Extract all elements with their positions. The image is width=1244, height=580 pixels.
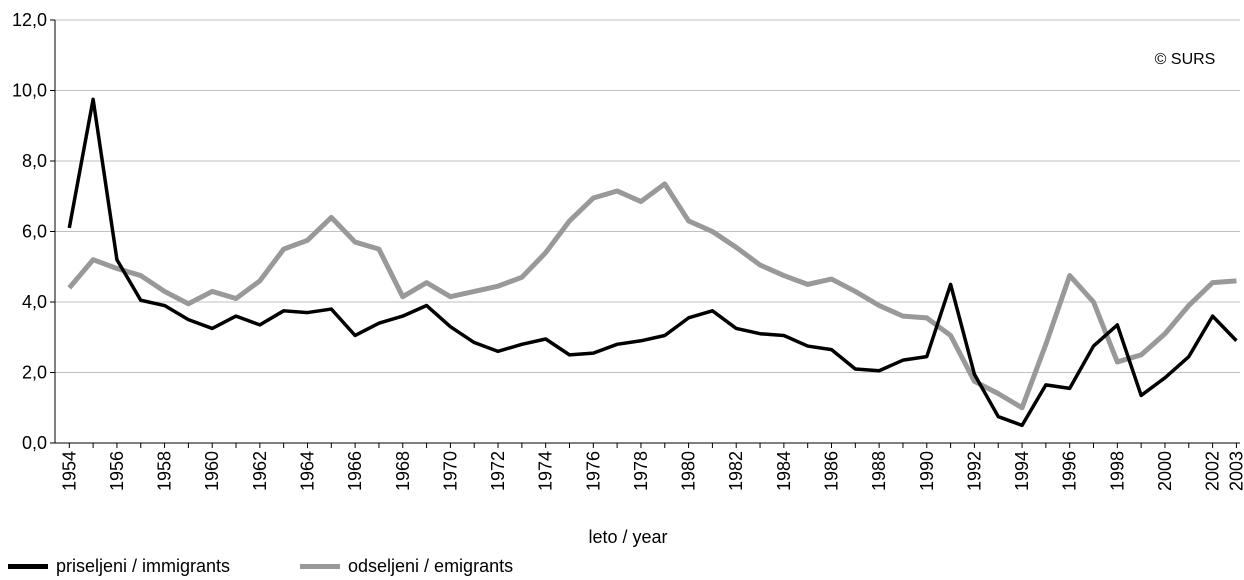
legend-item-emigrants: odseljeni / emigrants — [300, 556, 513, 577]
y-tick-label: 12,0 — [12, 10, 47, 30]
x-tick-label: 2000 — [1155, 451, 1175, 491]
x-tick-label: 1972 — [488, 451, 508, 491]
x-tick-label: 1992 — [964, 451, 984, 491]
x-tick-label: 1968 — [393, 451, 413, 491]
x-tick-label: 1984 — [774, 451, 794, 491]
x-tick-label: 1980 — [679, 451, 699, 491]
x-tick-label: 1964 — [297, 451, 317, 491]
x-tick-label: 2003 — [1226, 451, 1244, 491]
x-tick-label: 1962 — [250, 451, 270, 491]
series-line-emigrants — [67, 181, 1237, 411]
x-tick-label: 1998 — [1107, 451, 1127, 491]
x-tick-label: 1976 — [583, 451, 603, 491]
y-tick-label: 6,0 — [22, 222, 47, 242]
y-tick-label: 10,0 — [12, 81, 47, 101]
x-tick-label: 1990 — [917, 451, 937, 491]
x-tick-label: 2002 — [1203, 451, 1223, 491]
legend-label-emigrants: odseljeni / emigrants — [348, 556, 514, 576]
x-tick-label: 1958 — [155, 451, 175, 491]
x-tick-label: 1956 — [107, 451, 127, 491]
x-tick-label: 1954 — [59, 451, 79, 491]
legend-label-immigrants: priseljeni / immigrants — [56, 556, 231, 576]
x-tick-label: 1988 — [869, 451, 889, 491]
x-tick-labels: 1954 1956 1958 1960 1962 1964 1966 1968 1970 1972… — [59, 451, 1244, 491]
y-tick-label: 2,0 — [22, 363, 47, 383]
legend: priseljeni / immigrants odseljeni / emig… — [0, 556, 1244, 580]
grid-lines — [50, 19, 1240, 448]
legend-item-immigrants: priseljeni / immigrants — [8, 556, 230, 577]
x-tick-label: 1994 — [1012, 451, 1032, 491]
x-tick-label: 1966 — [345, 451, 365, 491]
x-tick-label: 1982 — [726, 451, 746, 491]
x-axis-title: leto / year — [588, 527, 667, 547]
x-tick-label: 1960 — [202, 451, 222, 491]
x-tick-label: 1974 — [536, 451, 556, 491]
series-line-immigrants — [67, 97, 1238, 428]
x-tick-label: 1978 — [631, 451, 651, 491]
y-tick-label: 0,0 — [22, 433, 47, 453]
y-tick-labels: 0,0 2,0 4,0 6,0 8,0 10,0 12,0 — [12, 10, 47, 453]
series-lines — [67, 97, 1238, 428]
y-tick-label: 8,0 — [22, 151, 47, 171]
x-tick-label: 1996 — [1060, 451, 1080, 491]
copyright-text: © SURS — [1155, 51, 1216, 68]
x-tick-label: 1986 — [822, 451, 842, 491]
line-chart: 0,0 2,0 4,0 6,0 8,0 10,0 12,0 1954 1956 1958 1960… — [12, 10, 1244, 547]
y-tick-label: 4,0 — [22, 292, 47, 312]
legend-swatch-immigrants — [8, 564, 48, 569]
x-tick-label: 1970 — [440, 451, 460, 491]
axes — [54, 20, 1240, 444]
legend-swatch-emigrants — [300, 564, 340, 569]
